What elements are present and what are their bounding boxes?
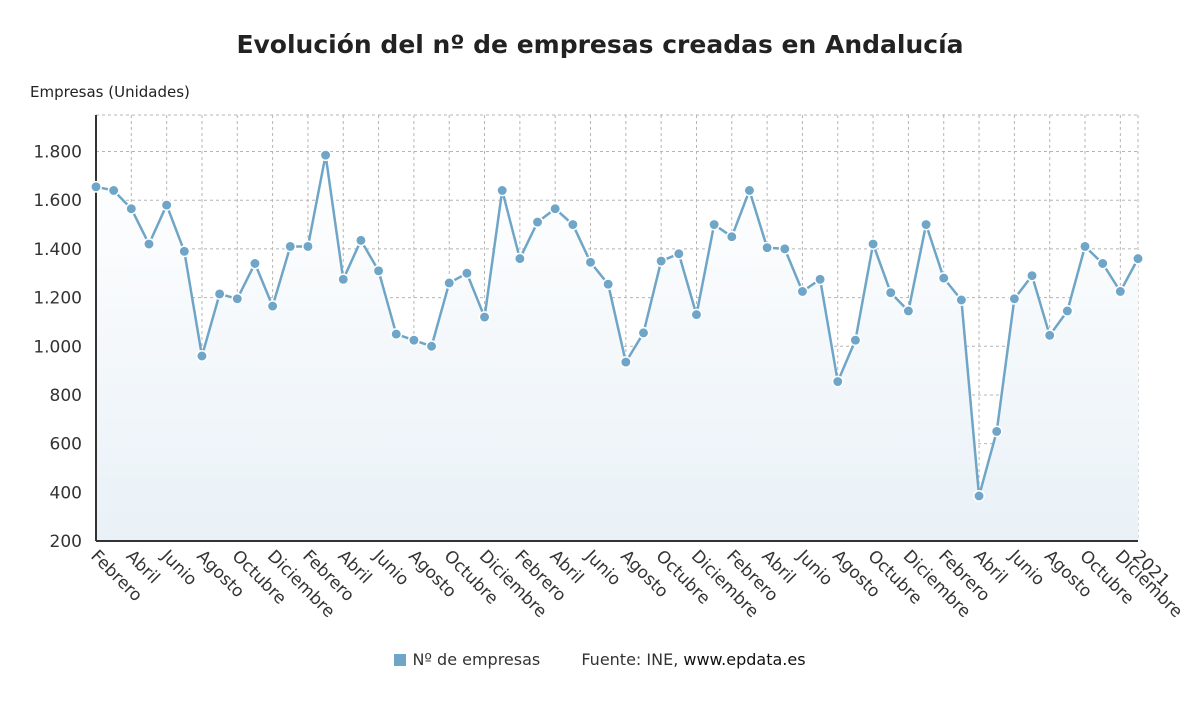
y-tick-label: 1.400 xyxy=(33,240,82,260)
data-point xyxy=(1008,292,1021,305)
data-point xyxy=(1132,252,1144,265)
legend-item: Nº de empresas xyxy=(394,650,545,669)
data-point xyxy=(655,255,668,268)
data-point xyxy=(1026,269,1038,282)
data-point xyxy=(1114,285,1127,298)
data-point xyxy=(125,202,138,215)
data-point xyxy=(266,300,279,313)
y-tick-label: 400 xyxy=(50,483,82,503)
data-point xyxy=(814,273,827,286)
data-point xyxy=(849,334,862,347)
data-point xyxy=(90,180,102,193)
data-point xyxy=(301,240,314,253)
data-point xyxy=(1043,329,1056,342)
data-point xyxy=(884,286,897,299)
data-point xyxy=(990,425,1003,438)
data-point xyxy=(637,326,650,339)
legend-swatch xyxy=(394,654,407,666)
data-point xyxy=(920,218,933,231)
data-point xyxy=(973,490,986,502)
data-point xyxy=(831,375,844,388)
series-polyline xyxy=(95,153,1140,498)
data-point xyxy=(443,277,456,289)
data-point xyxy=(496,184,509,197)
data-point xyxy=(867,238,880,250)
x-tick-label: Junio xyxy=(792,546,836,590)
y-tick-label: 1.800 xyxy=(33,143,82,163)
data-point xyxy=(231,292,244,305)
data-point xyxy=(937,272,950,285)
y-tick-label: 200 xyxy=(50,532,82,552)
y-tick-label: 800 xyxy=(50,386,82,406)
data-point xyxy=(407,334,420,347)
data-points xyxy=(90,149,1144,502)
data-point xyxy=(1061,305,1074,317)
data-point xyxy=(672,247,685,260)
x-tick-labels: FebreroAbrilJunioAgostoOctubreDiciembreF… xyxy=(86,546,1186,622)
legend: Nº de empresas Fuente: INE, www.epdata.e… xyxy=(0,650,1200,669)
data-point xyxy=(902,305,915,317)
data-point xyxy=(337,273,350,286)
y-tick-label: 600 xyxy=(50,435,82,455)
y-tick-label: 1.200 xyxy=(33,289,82,309)
data-point xyxy=(549,202,562,215)
y-axis-label: Empresas (Unidades) xyxy=(30,83,190,101)
data-point xyxy=(354,234,367,247)
chart-title: Evolución del nº de empresas creadas en … xyxy=(236,30,964,59)
data-point xyxy=(743,184,756,197)
y-tick-label: 1.000 xyxy=(33,337,82,357)
data-point xyxy=(602,278,615,291)
data-point xyxy=(531,216,544,229)
data-point xyxy=(778,242,791,255)
data-point xyxy=(372,264,385,277)
x-tick-label: Junio xyxy=(580,546,624,590)
series-line xyxy=(95,153,1140,498)
data-point xyxy=(708,218,721,231)
data-point xyxy=(619,356,632,369)
x-tick-label: Junio xyxy=(156,546,200,590)
data-point xyxy=(160,199,173,212)
data-point xyxy=(584,256,597,269)
y-tick-labels: 200 400 600 800 1.000 1.200 1.400 1.600 1.800 xyxy=(33,143,82,552)
x-tick-label: Junio xyxy=(368,546,412,590)
data-point xyxy=(1079,240,1091,253)
source-site: www.epdata.es xyxy=(683,650,806,669)
data-point xyxy=(690,308,703,321)
x-tick-label: Junio xyxy=(1004,546,1048,590)
data-point xyxy=(460,267,473,280)
data-point xyxy=(107,184,120,197)
data-point xyxy=(390,328,403,341)
data-point xyxy=(143,238,155,250)
legend-series-label: Nº de empresas xyxy=(412,650,541,669)
data-point xyxy=(425,340,438,353)
data-point xyxy=(284,240,297,253)
data-point xyxy=(796,285,809,298)
data-point xyxy=(178,245,191,258)
source-label: Fuente: INE, xyxy=(581,650,679,669)
data-point xyxy=(319,149,332,162)
y-tick-label: 1.600 xyxy=(33,191,82,211)
source-text: Fuente: INE, www.epdata.es xyxy=(581,650,805,669)
data-point xyxy=(248,257,261,270)
data-point xyxy=(566,218,579,231)
data-point xyxy=(725,230,738,243)
data-point xyxy=(513,252,526,265)
data-point xyxy=(196,350,208,362)
data-point xyxy=(1096,257,1109,270)
data-point xyxy=(955,294,968,306)
data-point xyxy=(213,287,226,300)
data-point xyxy=(761,241,774,254)
data-point xyxy=(478,311,491,323)
